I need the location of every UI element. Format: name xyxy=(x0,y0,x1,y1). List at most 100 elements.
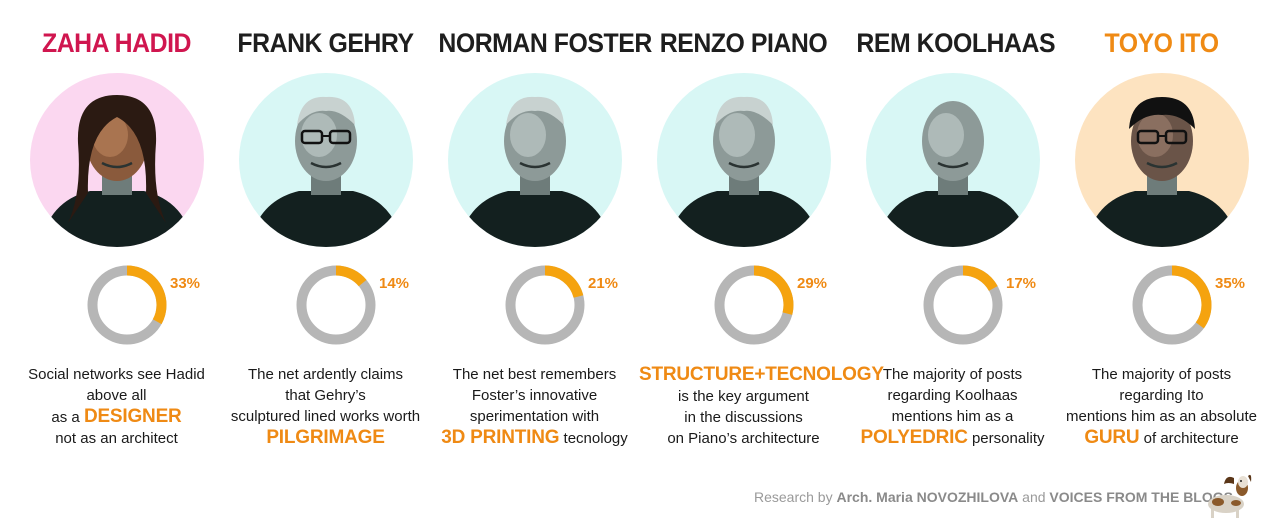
description-text: mentions him as an absolute xyxy=(1066,408,1257,425)
architects-row: ZAHA HADID 33% Social networks see Hadid ab… xyxy=(12,0,1266,470)
architect-name: RENZO PIANO xyxy=(659,28,828,58)
description-text: personality xyxy=(967,430,1045,447)
description-text: sculptured lined works worth xyxy=(230,408,421,425)
footer-author: Arch. Maria NOVOZHILOVA xyxy=(836,489,1019,505)
description-line: sperimentation with xyxy=(430,406,639,427)
portrait-3 xyxy=(657,73,831,247)
description-text: sperimentation with xyxy=(469,408,600,425)
footer-prefix: Research by xyxy=(754,489,837,505)
architect-portrait-icon xyxy=(40,95,194,247)
footer-middle: and xyxy=(1018,489,1050,505)
percent-label: 29% xyxy=(797,275,827,292)
architect-name: FRANK GEHRY xyxy=(237,28,414,58)
donut-value-arc xyxy=(1132,265,1212,345)
description-text: on Piano’s architecture xyxy=(667,430,820,447)
portrait-4 xyxy=(866,73,1040,247)
description-text: The net best remembers xyxy=(452,366,617,383)
description-text: regarding Ito xyxy=(1119,387,1204,404)
description-line: not as an architect xyxy=(12,428,221,449)
description-line: above all xyxy=(12,385,221,406)
donut-value-arc xyxy=(505,265,585,345)
description-text: above all xyxy=(86,387,147,404)
description-text: The majority of posts xyxy=(882,366,1023,383)
architect-column: NORMAN FOSTER 21% The net best remembers Fo… xyxy=(430,0,652,470)
description-line: The net ardently claims xyxy=(221,364,430,385)
portrait-1 xyxy=(239,73,413,247)
description-line: The majority of posts xyxy=(1057,364,1266,385)
percent-label: 17% xyxy=(1006,275,1036,292)
architect-column: FRANK GEHRY 14% The net ardently claims tha… xyxy=(221,0,430,470)
architect-description: The net best remembers Foster’s innovativ… xyxy=(430,364,639,449)
highlight-keyword: DESIGNER xyxy=(83,406,182,427)
architect-description: The majority of posts regarding Koolhaas m… xyxy=(848,364,1057,449)
donut-value-arc xyxy=(296,265,376,345)
description-line: The majority of posts xyxy=(848,364,1057,385)
architect-column: TOYO ITO 35% The majority of posts regardin… xyxy=(1057,0,1266,470)
description-line: Foster’s innovative xyxy=(430,385,639,406)
footer-org: VOICES FROM THE BLOGS xyxy=(1049,489,1233,505)
description-text: not as an architect xyxy=(55,430,178,447)
description-line: that Gehry’s xyxy=(221,385,430,406)
description-line: is the key argument xyxy=(639,386,848,407)
architect-description: The majority of posts regarding Ito mentio… xyxy=(1057,364,1266,449)
highlight-keyword: 3D PRINTING xyxy=(441,427,560,448)
architect-name: REM KOOLHAAS xyxy=(856,28,1056,58)
highlight-keyword: POLYEDRIC xyxy=(860,427,968,448)
percent-label: 33% xyxy=(170,275,200,292)
donut-chart-2: 21% xyxy=(505,265,618,345)
architect-name: ZAHA HADID xyxy=(41,28,192,58)
highlight-keyword: PILGRIMAGE xyxy=(266,427,385,448)
donut-chart-5: 35% xyxy=(1132,265,1245,345)
donut-chart-3: 29% xyxy=(714,265,827,345)
percent-label: 35% xyxy=(1215,275,1245,292)
portrait-0 xyxy=(30,73,204,247)
description-line: regarding Koolhaas xyxy=(848,385,1057,406)
description-line: POLYEDRIC personality xyxy=(848,427,1057,449)
description-line: PILGRIMAGE xyxy=(221,427,430,449)
description-text: of architecture xyxy=(1139,430,1239,447)
donut-chart-0: 33% xyxy=(87,265,200,345)
donut-value-arc xyxy=(714,265,794,345)
architect-column: REM KOOLHAAS 17% The majority of posts rega… xyxy=(848,0,1057,470)
description-text: mentions him as a xyxy=(891,408,1014,425)
description-text: regarding Koolhaas xyxy=(887,387,1018,404)
description-text: in the discussions xyxy=(684,409,803,426)
donut-value-arc xyxy=(87,265,167,345)
description-line: in the discussions xyxy=(639,407,848,428)
description-line: as a DESIGNER xyxy=(12,406,221,428)
architect-column: ZAHA HADID 33% Social networks see Hadid ab… xyxy=(12,0,221,470)
description-line: GURU of architecture xyxy=(1057,427,1266,449)
description-line: 3D PRINTING tecnology xyxy=(430,427,639,449)
description-line: mentions him as an absolute xyxy=(1057,406,1266,427)
architect-portrait-icon xyxy=(249,96,403,247)
portrait-5 xyxy=(1075,73,1249,247)
architect-portrait-icon xyxy=(667,96,821,247)
percent-label: 14% xyxy=(379,275,409,292)
architect-name: TOYO ITO xyxy=(1104,28,1219,58)
description-line: Social networks see Hadid xyxy=(12,364,221,385)
architect-column: RENZO PIANO 29% STRUCTURE+TECNOLOGY is the … xyxy=(639,0,884,470)
description-line: sculptured lined works worth xyxy=(221,406,430,427)
highlight-keyword: STRUCTURE+TECNOLOGY xyxy=(639,364,884,385)
description-line: STRUCTURE+TECNOLOGY xyxy=(639,364,884,386)
description-text: Social networks see Hadid xyxy=(28,366,205,383)
description-text: is the key argument xyxy=(678,388,809,405)
description-line: regarding Ito xyxy=(1057,385,1266,406)
description-text: The net ardently claims xyxy=(247,366,404,383)
architect-portrait-icon xyxy=(1085,97,1239,247)
architect-portrait-icon xyxy=(458,96,612,247)
description-text: as a xyxy=(51,409,84,426)
description-text: The majority of posts xyxy=(1091,366,1232,383)
architect-description: Social networks see Hadid above all as a D… xyxy=(12,364,221,449)
donut-chart-1: 14% xyxy=(296,265,409,345)
architect-description: The net ardently claims that Gehry’s sculp… xyxy=(221,364,430,449)
architect-name: NORMAN FOSTER xyxy=(438,28,652,58)
donut-value-arc xyxy=(923,265,1003,345)
footer-credit: Research by Arch. Maria NOVOZHILOVA and … xyxy=(754,489,1233,505)
architect-description: STRUCTURE+TECNOLOGY is the key argument in… xyxy=(639,364,884,449)
description-text: Foster’s innovative xyxy=(471,387,598,404)
highlight-keyword: GURU xyxy=(1084,427,1140,448)
description-line: on Piano’s architecture xyxy=(639,428,848,449)
description-line: mentions him as a xyxy=(848,406,1057,427)
portrait-2 xyxy=(448,73,622,247)
